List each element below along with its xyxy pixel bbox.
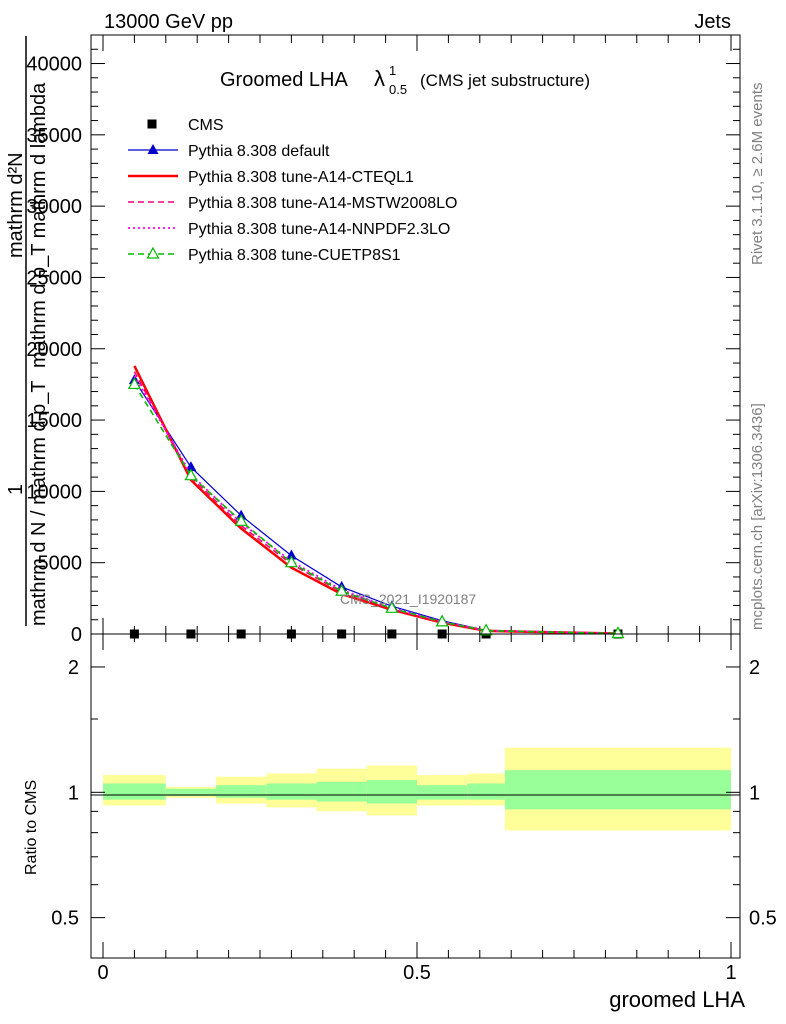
title-sub: 0.5 xyxy=(389,82,407,97)
main-y-tick-label: 35000 xyxy=(26,125,82,147)
ratio-inner-band xyxy=(216,785,267,798)
ratio-y-tick-label-right: 1 xyxy=(749,782,760,804)
ratio-y-ticks: 0.5 0.5 1 1 2 2 xyxy=(51,657,777,930)
ratio-plot: Ratio to CMS 0.5 0.51 12 2 0 0.5 1 groomed LH… xyxy=(23,633,777,1012)
rivet-label: Rivet 3.1.10, ≥ 2.6M events xyxy=(749,83,766,266)
series-marker-1 xyxy=(185,461,197,472)
watermark: CMS_2021_I1920187 xyxy=(340,591,476,607)
series-marker-5 xyxy=(284,555,298,568)
series-marker-5 xyxy=(479,623,493,636)
ratio-y-tick-label-right: 0.5 xyxy=(749,908,777,930)
series-marker-5 xyxy=(127,377,141,390)
series-marker-5 xyxy=(435,614,449,627)
series-marker-5 xyxy=(385,601,399,613)
ratio-inner-band xyxy=(316,781,367,802)
title-lambda: λ xyxy=(374,66,385,91)
ylabel-line-3: 1 xyxy=(5,484,27,495)
series-marker-1 xyxy=(285,549,297,560)
ratio-y-tick-label-left: 0.5 xyxy=(51,908,79,930)
title-main: Groomed LHA xyxy=(220,69,348,91)
ratio-inner-band xyxy=(366,780,417,804)
series-marker-5 xyxy=(234,514,248,526)
ratio-inner-band xyxy=(504,770,731,810)
ylabel-line-2: mathrm d p_T mathrm d lambda xyxy=(28,82,50,368)
ratio-inner-band xyxy=(165,788,217,796)
ratio-y-axis-label: Ratio to CMS xyxy=(23,780,40,875)
x-axis-label: groomed LHA xyxy=(609,987,745,1012)
legend: CMS Pythia 8.308 default Pythia 8.308 tune… xyxy=(128,117,457,264)
series-marker-5 xyxy=(335,583,349,596)
series-line-5 xyxy=(133,383,619,635)
legend-label: Pythia 8.308 tune-A14-MSTW2008LO xyxy=(188,195,457,212)
main-y-ticks: 0 5000 10000 15000 20000 25000 30000 35000 40000 xyxy=(26,34,740,646)
mcplots-label: mcplots.cern.ch [arXiv:1306.3436] xyxy=(749,403,766,630)
main-y-tick-label: 5000 xyxy=(38,553,83,575)
legend-marker xyxy=(147,144,159,154)
legend-label: CMS xyxy=(188,117,224,134)
main-y-tick-label: 0 xyxy=(71,624,82,646)
legend-label: Pythia 8.308 tune-A14-CTEQL1 xyxy=(188,169,414,186)
ratio-x-tick-label: 0.5 xyxy=(403,962,431,984)
main-y-tick-label: 10000 xyxy=(26,481,82,503)
ratio-inner-band xyxy=(417,785,468,800)
ratio-y-tick-label-left: 1 xyxy=(68,782,79,804)
main-y-axis-label: mathrm d²N mathrm d p_T mathrm d lambda … xyxy=(5,36,50,626)
ratio-x-ticks: 0 0.5 1 xyxy=(97,634,737,984)
main-x-ticks xyxy=(102,35,732,634)
title-suffix: (CMS jet substructure) xyxy=(420,71,590,90)
main-y-tick-label: 15000 xyxy=(26,410,82,432)
ratio-y-tick-label-right: 2 xyxy=(749,657,760,679)
main-plot: 0 5000 10000 15000 20000 25000 30000 35000 40000… xyxy=(26,34,741,646)
ylabel-line-1: mathrm d²N xyxy=(5,152,27,258)
ratio-inner-band xyxy=(266,783,317,800)
main-y-tick-label: 25000 xyxy=(26,267,82,289)
main-y-tick-label: 20000 xyxy=(26,339,82,361)
ratio-bands xyxy=(103,747,731,831)
ratio-plot-frame xyxy=(90,633,741,959)
legend-marker xyxy=(146,246,160,259)
ratio-x-tick-label: 1 xyxy=(725,962,736,984)
series-line-4 xyxy=(133,375,619,635)
ratio-inner-band xyxy=(467,783,505,800)
series-marker-5 xyxy=(184,468,198,481)
legend-label: Pythia 8.308 tune-A14-NNPDF2.3LO xyxy=(188,221,450,238)
main-y-tick-label: 30000 xyxy=(26,196,82,218)
ratio-x-tick-label: 0 xyxy=(97,962,108,984)
plot-title: Groomed LHA λ 1 0.5 (CMS jet substructur… xyxy=(220,63,590,97)
header-right: Jets xyxy=(694,11,731,33)
series-marker-5 xyxy=(611,626,625,639)
header-left: 13000 GeV pp xyxy=(104,11,233,33)
title-sup: 1 xyxy=(389,63,396,78)
ylabel-line-4: mathrm d N / mathrm d p_T xyxy=(28,380,50,626)
legend-label: Pythia 8.308 default xyxy=(188,143,330,160)
ratio-inner-band xyxy=(103,783,166,800)
legend-marker xyxy=(147,119,157,129)
ratio-y-tick-label-left: 2 xyxy=(68,657,79,679)
main-y-tick-label: 40000 xyxy=(26,54,82,76)
legend-label: Pythia 8.308 tune-CUETP8S1 xyxy=(188,247,401,264)
